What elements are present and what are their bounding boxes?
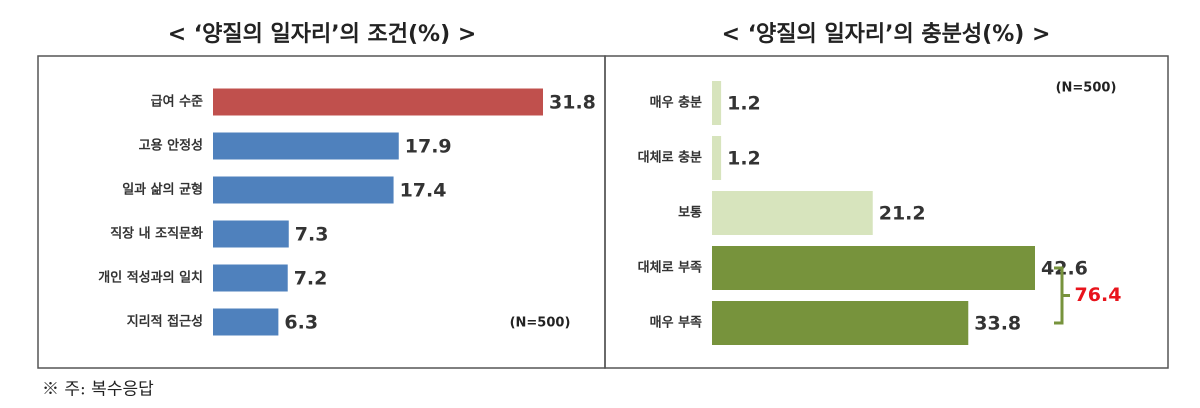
value-label: 33.8	[974, 313, 1021, 335]
value-label: 21.2	[879, 203, 926, 225]
bar	[213, 132, 399, 160]
value-label: 6.3	[284, 312, 318, 334]
value-label: 42.6	[1041, 258, 1088, 280]
category-label: 대체로 충분	[638, 150, 702, 166]
bar	[213, 264, 288, 292]
bar	[712, 301, 969, 345]
bar	[213, 220, 289, 248]
value-label: 7.2	[294, 268, 328, 290]
bar	[712, 81, 722, 125]
bracket	[1054, 266, 1070, 325]
category-label: 직장 내 조직문화	[110, 226, 203, 242]
right-panel	[604, 55, 1169, 369]
bar	[712, 191, 873, 235]
chart-title: < ‘양질의 일자리’의 충분성(%) >	[722, 22, 1051, 47]
bar	[712, 246, 1035, 290]
sample-note: (N=500)	[510, 316, 571, 331]
category-label: 매우 충분	[650, 95, 702, 111]
value-label: 17.4	[400, 180, 447, 202]
bar	[712, 136, 722, 180]
bar	[213, 308, 279, 336]
category-label: 지리적 접근성	[127, 314, 203, 330]
value-label: 17.9	[405, 136, 452, 158]
value-label: 31.8	[549, 92, 596, 114]
value-label: 7.3	[295, 224, 329, 246]
category-label: 매우 부족	[650, 316, 702, 331]
value-label: 1.2	[727, 148, 761, 170]
sample-note: (N=500)	[1056, 81, 1117, 96]
footnote: ※ 주: 복수응답	[42, 380, 154, 400]
category-label: 고용 안정성	[139, 138, 203, 154]
category-label: 일과 삶의 균형	[122, 182, 203, 198]
value-label: 1.2	[727, 93, 761, 115]
category-label: 개인 적성과의 일치	[98, 270, 203, 286]
chart-title: < ‘양질의 일자리’의 조건(%) >	[168, 22, 477, 47]
bracket-total: 76.4	[1075, 284, 1122, 306]
bar	[213, 88, 543, 116]
bar	[213, 176, 394, 204]
category-label: 급여 수준	[151, 94, 203, 110]
category-label: 보통	[678, 206, 702, 221]
category-label: 대체로 부족	[638, 261, 702, 276]
